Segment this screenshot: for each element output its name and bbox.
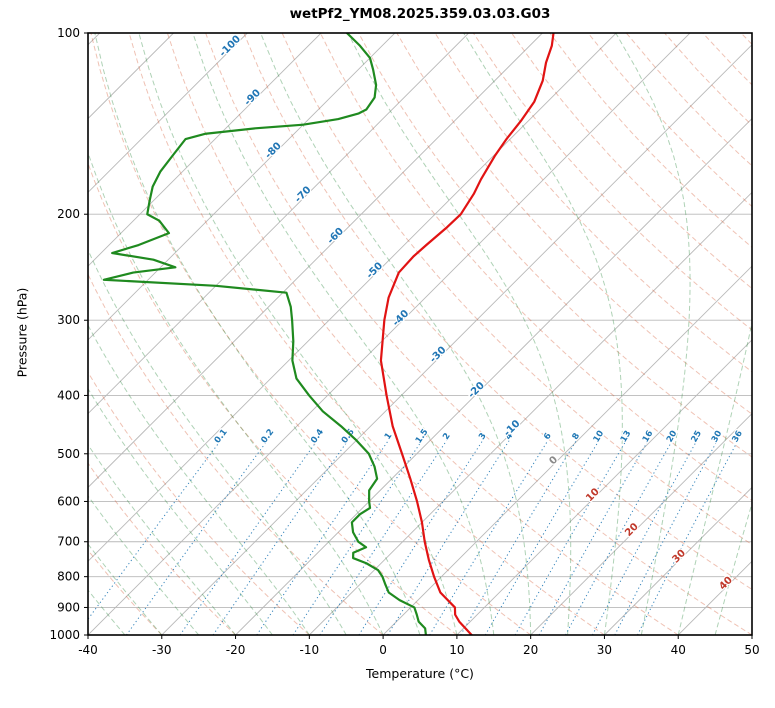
svg-text:25: 25 (690, 429, 705, 444)
svg-text:0: 0 (379, 643, 387, 657)
svg-text:2: 2 (441, 431, 453, 442)
svg-text:-80: -80 (263, 141, 284, 162)
y-tick-labels: 100 200 300 400 500 600 700 800 900 1000 (49, 26, 88, 642)
svg-text:20: 20 (665, 429, 680, 444)
isobar-gridlines (88, 32, 752, 636)
svg-text:0: 0 (547, 454, 560, 467)
svg-text:-40: -40 (78, 643, 98, 657)
svg-text:10: 10 (449, 643, 464, 657)
svg-text:900: 900 (57, 600, 80, 614)
moist-adiabats (88, 33, 752, 635)
svg-text:-50: -50 (365, 261, 386, 282)
svg-text:-30: -30 (152, 643, 172, 657)
svg-text:1000: 1000 (49, 628, 80, 642)
svg-text:600: 600 (57, 494, 80, 508)
svg-text:-60: -60 (325, 226, 346, 247)
svg-text:3: 3 (477, 431, 489, 441)
x-axis-label: Temperature (°C) (366, 666, 474, 681)
svg-text:800: 800 (57, 570, 80, 584)
x-tick-labels: -40 -30 -20 -10 0 10 20 30 40 50 (78, 635, 760, 657)
svg-text:40: 40 (717, 575, 735, 593)
svg-text:0.4: 0.4 (309, 427, 326, 445)
svg-text:20: 20 (523, 643, 538, 657)
svg-text:700: 700 (57, 535, 80, 549)
svg-text:6: 6 (542, 431, 554, 441)
svg-text:30: 30 (597, 643, 612, 657)
svg-text:16: 16 (641, 429, 656, 444)
svg-text:20: 20 (623, 521, 641, 539)
svg-text:-30: -30 (428, 345, 449, 366)
temperature-curve (379, 33, 555, 635)
svg-text:-10: -10 (300, 643, 320, 657)
svg-text:400: 400 (57, 388, 80, 402)
svg-text:-100: -100 (218, 34, 244, 60)
svg-text:30: 30 (710, 429, 724, 444)
svg-text:36: 36 (731, 429, 745, 444)
svg-text:50: 50 (744, 643, 759, 657)
axes-spines (87, 32, 753, 636)
svg-text:100: 100 (57, 26, 80, 40)
mixing-ratio-lines (88, 440, 739, 635)
svg-text:-70: -70 (293, 185, 314, 206)
svg-text:-40: -40 (391, 308, 412, 329)
svg-text:200: 200 (57, 207, 80, 221)
svg-text:0.1: 0.1 (213, 427, 230, 445)
svg-text:10: 10 (592, 429, 607, 444)
svg-text:-20: -20 (226, 643, 246, 657)
svg-text:40: 40 (671, 643, 686, 657)
svg-text:-20: -20 (466, 380, 487, 401)
svg-text:30: 30 (670, 548, 688, 566)
dewpoint-curve (102, 33, 427, 635)
svg-text:300: 300 (57, 313, 80, 327)
svg-text:0.2: 0.2 (259, 427, 276, 445)
svg-text:-90: -90 (242, 87, 263, 108)
svg-text:13: 13 (619, 429, 634, 444)
chart-title: wetPf2_YM08.2025.359.03.03.G03 (289, 6, 551, 22)
svg-text:500: 500 (57, 447, 80, 461)
svg-text:8: 8 (571, 431, 583, 441)
isotherm-gridlines (88, 33, 752, 635)
svg-text:1: 1 (383, 431, 395, 442)
